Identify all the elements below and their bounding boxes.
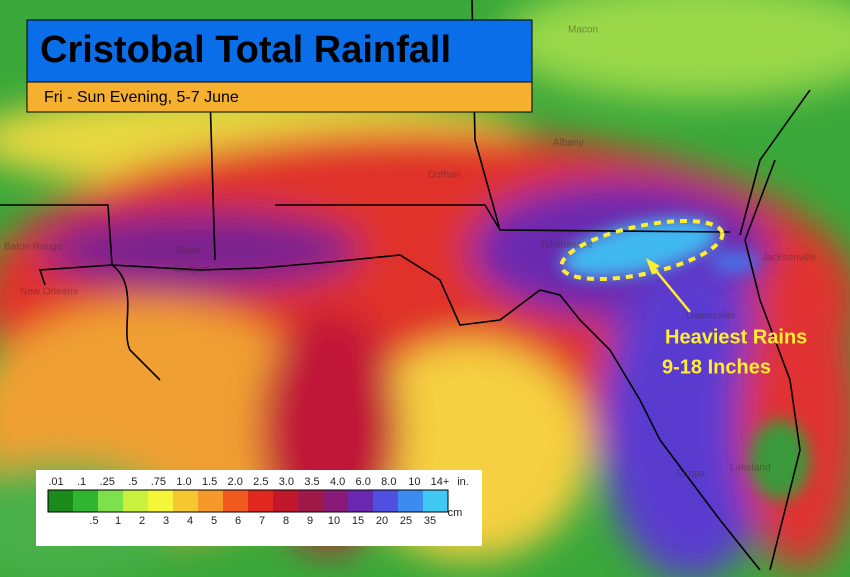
legend-inch-label: 2.0 (228, 476, 243, 488)
legend-cm-label: 5 (211, 515, 217, 527)
legend-swatch (48, 490, 73, 512)
legend-cm-label: .5 (89, 515, 98, 527)
legend-cm-label: 9 (307, 515, 313, 527)
legend-swatch (173, 490, 198, 512)
place-label: Macon (568, 25, 598, 36)
legend-cm-label: 15 (352, 515, 364, 527)
annotation-arrow (646, 258, 691, 313)
annotation-text: 9-18 Inches (662, 356, 771, 378)
legend-cm-label: 8 (283, 515, 289, 527)
place-label: Gainesville (686, 311, 735, 322)
legend-swatch (198, 490, 223, 512)
legend-swatch (348, 490, 373, 512)
legend-cm-label: 6 (235, 515, 241, 527)
place-label: New Orleans (20, 287, 78, 298)
legend-swatch (323, 490, 348, 512)
legend-swatch (273, 490, 298, 512)
place-label: Biloxi (176, 246, 200, 257)
title: Cristobal Total Rainfall (40, 29, 451, 71)
legend: .01.1.25.5.75 1.0 1.5 2.0 2.5 3.0 3.5 4.0 6.0 8.0… (47, 476, 469, 527)
place-label: Lakeland (730, 463, 771, 474)
legend-inch-label: 6.0 (356, 476, 371, 488)
legend-swatch (98, 490, 123, 512)
legend-swatch (373, 490, 398, 512)
legend-swatch (398, 490, 423, 512)
legend-swatch (248, 490, 273, 512)
legend-swatch (298, 490, 323, 512)
legend-cm-label: 25 (400, 515, 412, 527)
legend-swatch (223, 490, 248, 512)
legend-inch-label: .75 (151, 476, 166, 488)
place-label: Albany (553, 138, 584, 149)
legend-inch-label: 2.5 (253, 476, 268, 488)
subtitle: Fri - Sun Evening, 5-7 June (44, 89, 239, 106)
legend-inch-label: 3.0 (279, 476, 294, 488)
legend-swatch (123, 490, 148, 512)
legend-inch-label: 14+ (431, 476, 450, 488)
place-label: Tallahassee (540, 240, 593, 251)
place-label: Baton Rouge (4, 242, 63, 253)
legend-inch-label: .1 (77, 476, 86, 488)
legend-cm-label: 20 (376, 515, 388, 527)
subtitle-box (26, 81, 533, 113)
legend-swatch (73, 490, 98, 512)
legend-inch-label: 1.5 (202, 476, 217, 488)
legend-swatch (423, 490, 448, 512)
place-label: Tampa (675, 469, 705, 480)
legend-inch-label: .5 (128, 476, 137, 488)
legend-inch-label: .25 (100, 476, 115, 488)
legend-inch-label: .01 (48, 476, 63, 488)
place-label: Dothan (428, 170, 460, 181)
legend-cm-label: 3 (163, 515, 169, 527)
legend-cm-label: 4 (187, 515, 193, 527)
legend-inch-label: 4.0 (330, 476, 345, 488)
legend-cm-label: 10 (328, 515, 340, 527)
place-label: Gulfport (174, 265, 210, 276)
legend-inch-label: 8.0 (381, 476, 396, 488)
legend-cm-label: 1 (115, 515, 121, 527)
annotation-text: Heaviest Rains (665, 326, 807, 348)
legend-inch-label: 3.5 (304, 476, 319, 488)
legend-unit: cm (448, 507, 463, 519)
legend-inch-label: 1.0 (176, 476, 191, 488)
legend-cm-label: 35 (424, 515, 436, 527)
place-label: Jacksonville (762, 253, 816, 264)
title-box (26, 19, 533, 83)
legend-inch-label: 10 (408, 476, 420, 488)
legend-cm-label: 7 (259, 515, 265, 527)
place-labels: Macon Albany Dothan Tallahassee Jacksonv… (4, 25, 816, 480)
legend-bar-frame (47, 489, 449, 513)
legend-unit: in. (457, 476, 469, 488)
heavy-rain-outline (559, 218, 725, 282)
borders (0, 0, 811, 571)
legend-cm-label: 2 (139, 515, 145, 527)
legend-swatch (148, 490, 173, 512)
